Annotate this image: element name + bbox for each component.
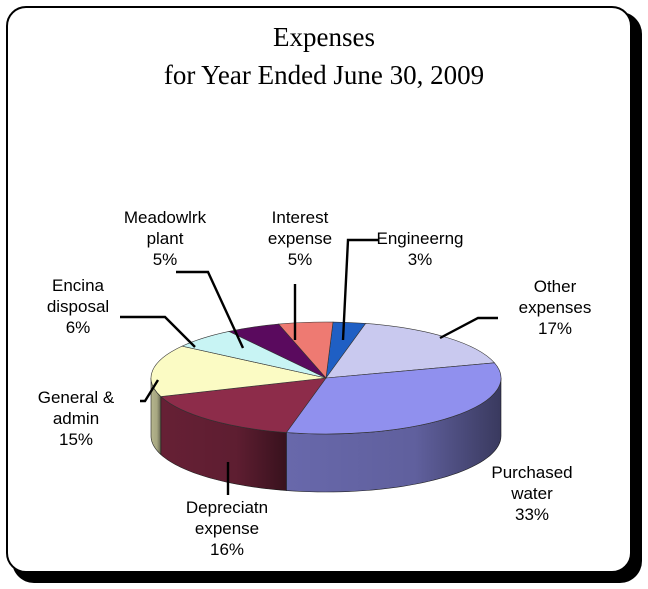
slice-name: Purchased <box>491 463 572 482</box>
slice-name: disposal <box>47 297 109 316</box>
slice-label-6: Meadowlrk plant 5% <box>124 208 207 269</box>
slice-name: expense <box>195 519 259 538</box>
slice-percent: 15% <box>59 430 93 449</box>
slice-name: Engineerng <box>377 229 464 248</box>
slice-label-7: Interest expense 5% <box>268 208 332 269</box>
slice-name: Encina <box>52 276 105 295</box>
pie-slice-1 <box>325 323 496 379</box>
slice-label-4: General & admin 15% <box>38 388 115 449</box>
pie-slice-4 <box>150 345 327 397</box>
slice-percent: 3% <box>408 250 433 269</box>
slice-percent: 6% <box>66 318 91 337</box>
leader-line-0 <box>341 238 378 341</box>
slice-percent: 16% <box>210 540 244 559</box>
chart-title: Expenses <box>273 22 375 52</box>
pie-slice-3 <box>160 377 327 433</box>
leader-line-1 <box>439 316 498 340</box>
slice-name: Meadowlrk <box>124 208 207 227</box>
pie-slice-7 <box>278 321 334 379</box>
slice-label-2: Purchased water 33% <box>491 463 572 524</box>
pie-slice-2 <box>285 362 502 435</box>
leader-line-5 <box>120 315 196 348</box>
slice-name: General & <box>38 388 115 407</box>
slice-label-3: Depreciatn expense 16% <box>186 498 268 559</box>
slice-percent: 5% <box>288 250 313 269</box>
slice-percent: 5% <box>153 250 178 269</box>
slice-name: Interest <box>272 208 329 227</box>
slice-label-0: Engineerng 3% <box>377 229 464 269</box>
slice-name: Depreciatn <box>186 498 268 517</box>
pie-side-shade-3 <box>160 396 287 491</box>
slice-name: water <box>510 484 553 503</box>
leader-line-6 <box>176 270 245 349</box>
slice-label-1: Other expenses 17% <box>519 277 592 338</box>
slice-percent: 17% <box>538 319 572 338</box>
slice-name: expenses <box>519 298 592 317</box>
leader-line-4 <box>140 379 160 403</box>
pie-side-shade-2 <box>286 378 501 492</box>
slice-name: admin <box>53 409 99 428</box>
chart-subtitle: for Year Ended June 30, 2009 <box>163 60 485 90</box>
slice-label-5: Encina disposal 6% <box>47 276 109 337</box>
slice-name: expense <box>268 229 332 248</box>
slice-name: plant <box>147 229 184 248</box>
slice-name: Other <box>534 277 577 296</box>
pie-side-shade-4 <box>151 378 161 455</box>
slice-percent: 33% <box>515 505 549 524</box>
